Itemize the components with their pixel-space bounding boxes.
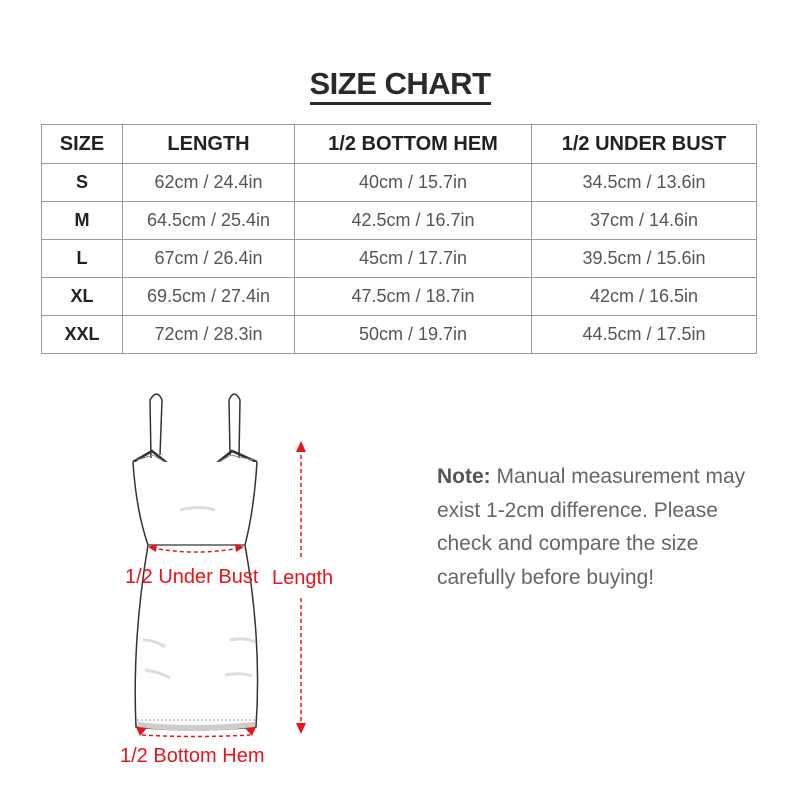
measurement-cell: 40cm / 15.7in bbox=[294, 163, 532, 202]
measurement-cell: 67cm / 26.4in bbox=[122, 239, 295, 278]
size-table: SIZE LENGTH 1/2 BOTTOM HEM 1/2 UNDER BUS… bbox=[41, 124, 757, 354]
size-cell: S bbox=[41, 163, 123, 202]
measurement-cell: 64.5cm / 25.4in bbox=[122, 201, 295, 240]
length-arrow bbox=[296, 441, 306, 734]
under-bust-label: 1/2 Under Bust bbox=[125, 566, 259, 588]
header-length: LENGTH bbox=[122, 124, 295, 164]
measurement-cell: 72cm / 28.3in bbox=[122, 315, 295, 354]
measurement-cell: 44.5cm / 17.5in bbox=[531, 315, 757, 354]
table-header-row: SIZE LENGTH 1/2 BOTTOM HEM 1/2 UNDER BUS… bbox=[41, 124, 757, 164]
bottom-hem-label: 1/2 Bottom Hem bbox=[120, 745, 265, 767]
header-size: SIZE bbox=[41, 124, 123, 164]
measurement-note: Note: Manual measurement may exist 1-2cm… bbox=[437, 460, 767, 594]
size-chart-title: SIZE CHART bbox=[0, 66, 800, 105]
measurement-cell: 47.5cm / 18.7in bbox=[294, 277, 532, 316]
note-text: Manual measurement may exist 1-2cm diffe… bbox=[437, 465, 746, 589]
table-row: XL 69.5cm / 27.4in 47.5cm / 18.7in 42cm / 1… bbox=[41, 277, 757, 316]
measurement-cell: 37cm / 14.6in bbox=[531, 201, 757, 240]
table-row: XXL 72cm / 28.3in 50cm / 19.7in 44.5cm / 17… bbox=[41, 315, 757, 354]
measurement-cell: 42.5cm / 16.7in bbox=[294, 201, 532, 240]
under-bust-arrow bbox=[148, 544, 244, 553]
size-cell: M bbox=[41, 201, 123, 240]
length-label: Length bbox=[272, 567, 334, 589]
measurement-cell: 45cm / 17.7in bbox=[294, 239, 532, 278]
dress-outline bbox=[132, 393, 259, 731]
measurement-cell: 50cm / 19.7in bbox=[294, 315, 532, 354]
measurement-cell: 39.5cm / 15.6in bbox=[531, 239, 757, 278]
table-row: L 67cm / 26.4in 45cm / 17.7in 39.5cm / 15.6… bbox=[41, 239, 757, 278]
fold-shading bbox=[142, 506, 256, 680]
note-label: Note: bbox=[437, 465, 491, 488]
size-cell: L bbox=[41, 239, 123, 278]
table-row: M 64.5cm / 25.4in 42.5cm / 16.7in 37cm / 14… bbox=[41, 201, 757, 240]
measurement-cell: 62cm / 24.4in bbox=[122, 163, 295, 202]
header-bottom-hem: 1/2 BOTTOM HEM bbox=[294, 124, 532, 164]
table-row: S 62cm / 24.4in 40cm / 15.7in 34.5cm / 13.6… bbox=[41, 163, 757, 202]
measurement-cell: 42cm / 16.5in bbox=[531, 277, 757, 316]
bottom-hem-arrow bbox=[136, 727, 256, 738]
size-cell: XXL bbox=[41, 315, 123, 354]
